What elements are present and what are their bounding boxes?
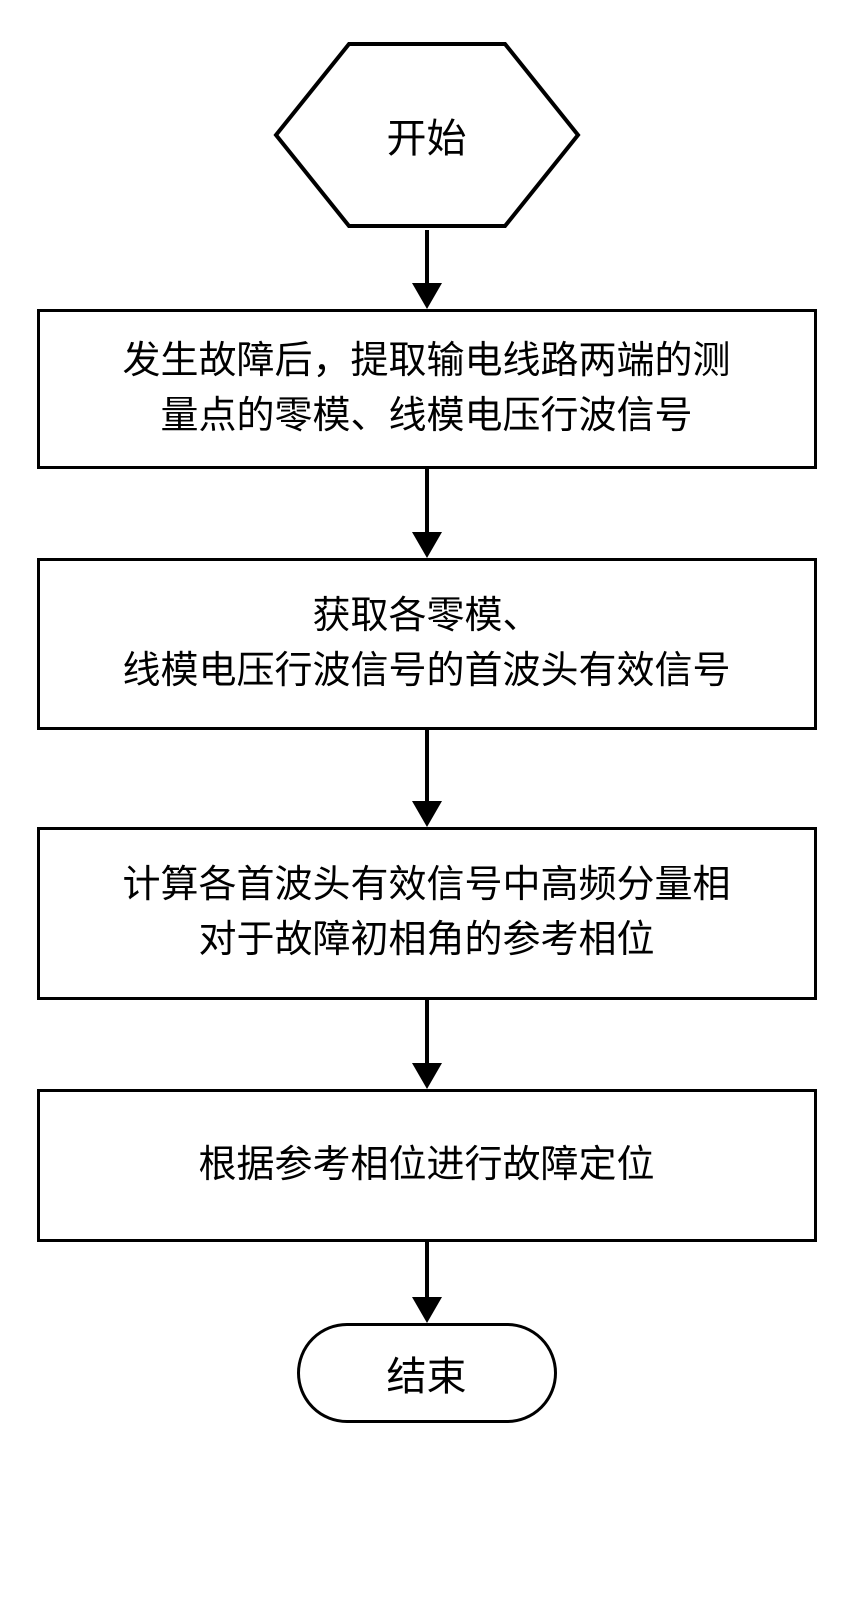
process-step-2: 获取各零模、 线模电压行波信号的首波头有效信号 bbox=[37, 558, 817, 730]
step1-line1: 发生故障后，提取输电线路两端的测 bbox=[122, 334, 730, 389]
end-node: 结束 bbox=[297, 1323, 557, 1423]
arrow-4 bbox=[412, 1000, 442, 1089]
end-label: 结束 bbox=[387, 1344, 467, 1402]
step2-line1: 获取各零模、 bbox=[122, 589, 730, 644]
start-label: 开始 bbox=[272, 40, 582, 230]
arrow-2 bbox=[412, 469, 442, 558]
process-step-3: 计算各首波头有效信号中高频分量相 对于故障初相角的参考相位 bbox=[37, 827, 817, 999]
step2-line2: 线模电压行波信号的首波头有效信号 bbox=[122, 644, 730, 699]
step3-line1: 计算各首波头有效信号中高频分量相 bbox=[122, 858, 730, 913]
process-step-1: 发生故障后，提取输电线路两端的测 量点的零模、线模电压行波信号 bbox=[37, 309, 817, 469]
process-step-4: 根据参考相位进行故障定位 bbox=[37, 1089, 817, 1242]
arrow-3 bbox=[412, 730, 442, 827]
step1-line2: 量点的零模、线模电压行波信号 bbox=[122, 389, 730, 444]
flowchart-container: 开始 发生故障后，提取输电线路两端的测 量点的零模、线模电压行波信号 获取各零模… bbox=[37, 40, 817, 1423]
arrow-5 bbox=[412, 1242, 442, 1323]
start-node: 开始 bbox=[272, 40, 582, 230]
step3-line2: 对于故障初相角的参考相位 bbox=[122, 913, 730, 968]
step4-line1: 根据参考相位进行故障定位 bbox=[198, 1138, 654, 1193]
arrow-1 bbox=[412, 230, 442, 309]
